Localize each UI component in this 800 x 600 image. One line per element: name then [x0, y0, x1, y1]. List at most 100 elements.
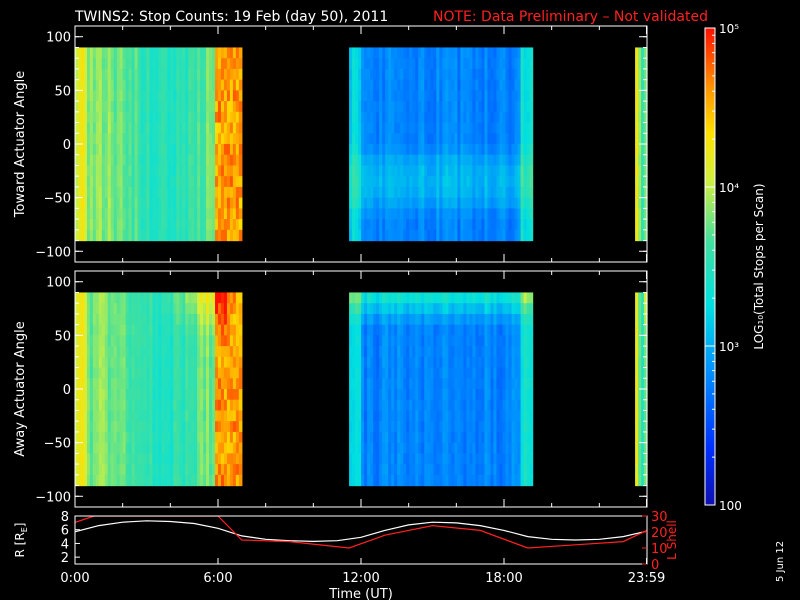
- heat-cell: [173, 58, 177, 70]
- heat-cell: [349, 90, 353, 102]
- heat-cell: [388, 229, 392, 242]
- y-tick-label: −100: [35, 245, 71, 260]
- heat-cell: [232, 335, 237, 347]
- heat-cell: [194, 378, 198, 390]
- heat-cell: [188, 335, 192, 347]
- heat-cell: [442, 421, 446, 433]
- heat-cell: [409, 208, 413, 220]
- heat-cell: [161, 356, 165, 369]
- heat-cell: [463, 313, 468, 326]
- heat-cell: [418, 154, 422, 167]
- heat-cell: [526, 313, 531, 326]
- heat-cell: [379, 165, 383, 177]
- heat-cell: [119, 101, 124, 113]
- heat-cell: [361, 68, 365, 81]
- heat-cell: [382, 399, 386, 412]
- heat-cell: [125, 367, 130, 379]
- heat-cell: [206, 47, 210, 59]
- heat-cell: [128, 421, 133, 433]
- heat-cell: [520, 144, 525, 156]
- heat-cell: [635, 219, 639, 231]
- heat-cell: [403, 410, 407, 422]
- heat-cell: [179, 421, 183, 433]
- heat-cell: [370, 133, 374, 145]
- heat-cell: [119, 133, 124, 145]
- heat-cell: [511, 101, 516, 113]
- heat-cell: [134, 474, 139, 487]
- heat-cell: [388, 90, 392, 102]
- heat-cell: [125, 165, 130, 177]
- heat-cell: [170, 303, 174, 315]
- heat-cell: [376, 313, 380, 326]
- heat-cell: [128, 229, 133, 242]
- heat-cell: [194, 389, 198, 401]
- heat-cell: [523, 186, 528, 199]
- heat-cell: [218, 453, 222, 465]
- heat-cell: [451, 68, 455, 81]
- heat-cell: [415, 324, 419, 336]
- heat-cell: [436, 346, 440, 358]
- heat-cell: [445, 219, 449, 231]
- heat-cell: [107, 335, 112, 347]
- heat-cell: [125, 431, 130, 444]
- heat-cell: [182, 101, 186, 113]
- heat-cell: [436, 79, 440, 91]
- heat-cell: [75, 111, 79, 124]
- heat-cell: [472, 453, 477, 465]
- heat-cell: [373, 101, 377, 113]
- heat-cell: [508, 453, 513, 465]
- heat-cell: [406, 154, 410, 167]
- heat-cell: [167, 367, 171, 379]
- heat-cell: [92, 421, 97, 433]
- heat-cell: [358, 197, 362, 209]
- heat-cell: [463, 464, 468, 476]
- heat-cell: [128, 378, 133, 390]
- heat-cell: [457, 133, 461, 145]
- heat-cell: [520, 442, 525, 454]
- heat-cell: [104, 229, 109, 242]
- heat-cell: [101, 79, 106, 91]
- heat-cell: [529, 303, 534, 315]
- heat-cell: [212, 464, 216, 476]
- heat-cell: [454, 442, 458, 454]
- heat-cell: [203, 186, 207, 199]
- heat-cell: [149, 389, 154, 401]
- heat-cell: [140, 111, 145, 124]
- heat-cell: [98, 431, 103, 444]
- heat-cell: [436, 186, 440, 199]
- heat-cell: [203, 197, 207, 209]
- heat-cell: [499, 186, 504, 199]
- heat-cell: [119, 208, 124, 220]
- heat-cell: [95, 313, 100, 326]
- heat-cell: [412, 197, 416, 209]
- heat-cell: [101, 101, 106, 113]
- heat-cell: [212, 356, 216, 369]
- heat-cell: [523, 122, 528, 134]
- heat-cell: [188, 421, 192, 433]
- heat-cell: [137, 421, 142, 433]
- heat-cell: [508, 313, 513, 326]
- heat-cell: [638, 101, 642, 113]
- heat-cell: [212, 346, 216, 358]
- heat-cell: [209, 410, 213, 422]
- heat-cell: [475, 111, 480, 124]
- heat-cell: [499, 197, 504, 209]
- heat-cell: [526, 144, 531, 156]
- heat-cell: [358, 165, 362, 177]
- heat-cell: [77, 101, 82, 113]
- heat-cell: [176, 58, 180, 70]
- heat-cell: [490, 453, 495, 465]
- heat-cell: [466, 453, 471, 465]
- heat-cell: [212, 324, 216, 336]
- heat-cell: [493, 399, 498, 412]
- heat-cell: [382, 58, 386, 70]
- heat-cell: [212, 165, 216, 177]
- heat-cell: [421, 421, 425, 433]
- heat-cell: [137, 303, 142, 315]
- heat-cell: [149, 101, 154, 113]
- heat-cell: [119, 303, 124, 315]
- heat-cell: [75, 186, 79, 199]
- heat-cell: [349, 324, 353, 336]
- heat-cell: [460, 79, 465, 91]
